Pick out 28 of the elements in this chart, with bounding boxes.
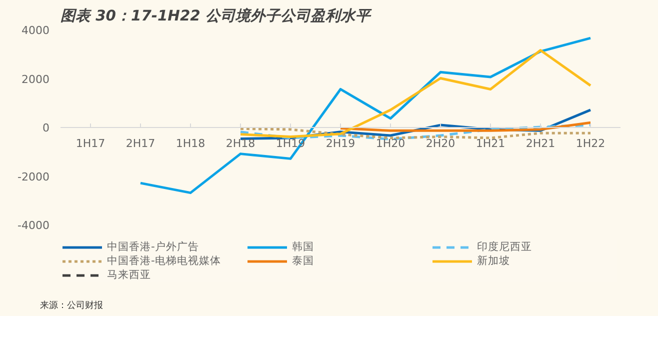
y-tick-label: -2000 (18, 170, 50, 184)
x-tick-label: 2H17 (126, 137, 156, 150)
x-tick-label: 2H20 (426, 137, 456, 150)
x-tick-label: 2H18 (226, 137, 256, 150)
y-tick-label: 0 (42, 122, 50, 134)
legend-label: 泰国 (292, 254, 315, 268)
legend-label: 马来西亚 (107, 268, 152, 282)
x-tick-label: 1H17 (76, 137, 106, 150)
y-tick-label: 4000 (22, 24, 50, 37)
x-tick-label: 1H20 (376, 137, 406, 150)
legend-label: 印度尼西亚 (477, 240, 533, 254)
y-tick-label: 2000 (22, 72, 50, 86)
chart-title: 图表 30：17-1H22 公司境外子公司盈利水平 (60, 8, 372, 24)
x-tick-label: 2H19 (326, 137, 356, 150)
line-series (239, 48, 592, 138)
line-series (239, 127, 592, 140)
source-note: 来源：公司财报 (40, 300, 103, 313)
legend-label: 中国香港-电梯电视媒体 (107, 254, 222, 268)
x-tick-label: 1H22 (576, 137, 606, 150)
line-series (239, 124, 592, 140)
x-tick-label: 1H18 (176, 137, 206, 150)
legend-label: 韩国 (292, 240, 315, 254)
line-series (339, 121, 592, 132)
x-tick-label: 1H21 (476, 137, 506, 150)
legend-label: 中国香港-户外广告 (107, 240, 200, 254)
y-tick-label: -4000 (18, 219, 50, 232)
legend-label: 新加坡 (477, 254, 511, 268)
x-tick-label: 2H21 (526, 137, 556, 150)
